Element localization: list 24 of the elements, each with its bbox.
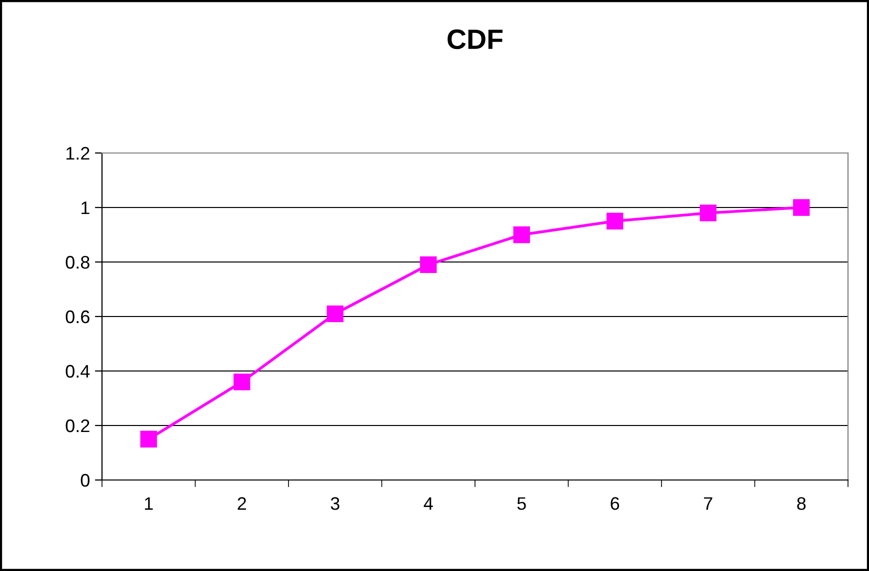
y-tick-label: 1: [82, 202, 90, 214]
x-tick-label: 6: [610, 497, 620, 510]
point: [326, 305, 344, 322]
y-tick-label: 0.2: [66, 419, 90, 432]
x-tick-label: 7: [704, 497, 712, 510]
x-tick-label: 3: [330, 497, 340, 510]
y-tick-label: 1.2: [66, 146, 90, 160]
x-tick-label: 2: [238, 497, 246, 510]
x-tick-label: 8: [797, 497, 806, 510]
point: [513, 226, 530, 244]
point: [420, 256, 437, 274]
y-tick-label: 0: [80, 474, 90, 487]
point: [700, 204, 716, 222]
chart-title: CDF: [448, 29, 503, 50]
point: [140, 430, 157, 448]
x-tick-label: 4: [424, 497, 433, 510]
point: [606, 212, 624, 230]
point: [234, 374, 250, 390]
point: [793, 199, 810, 216]
y-tick-label: 0.8: [66, 256, 90, 269]
y-tick-label: 0.4: [66, 364, 90, 378]
x-tick-label: 5: [517, 497, 526, 510]
y-tick-label: 0.6: [66, 310, 90, 324]
x-tick-label: 1: [144, 497, 153, 510]
